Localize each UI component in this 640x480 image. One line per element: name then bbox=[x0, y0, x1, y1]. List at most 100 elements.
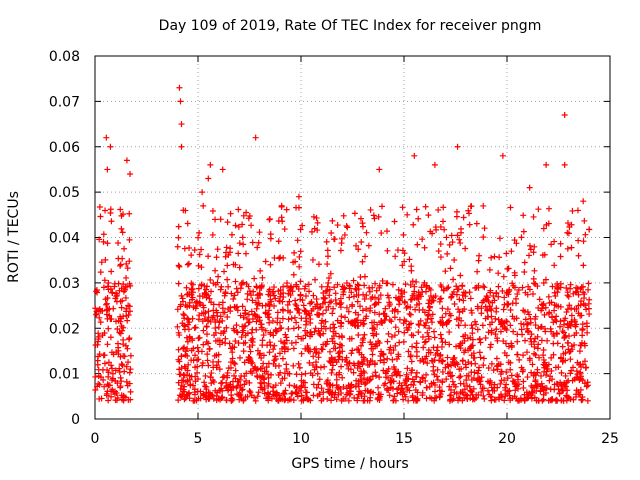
data-point bbox=[581, 358, 588, 365]
data-point bbox=[563, 392, 570, 399]
data-point bbox=[227, 304, 234, 311]
data-point bbox=[240, 397, 247, 404]
data-point bbox=[264, 342, 271, 349]
data-point bbox=[355, 311, 362, 318]
data-point bbox=[429, 319, 436, 326]
data-point bbox=[126, 258, 133, 265]
data-point bbox=[412, 306, 419, 313]
data-point bbox=[95, 330, 102, 337]
data-point bbox=[417, 317, 424, 324]
data-point bbox=[475, 257, 482, 264]
data-point bbox=[580, 262, 587, 269]
data-point bbox=[227, 210, 234, 217]
data-point bbox=[253, 305, 260, 312]
data-point bbox=[194, 363, 201, 370]
data-point bbox=[372, 280, 379, 287]
data-point bbox=[245, 319, 252, 326]
data-point bbox=[384, 338, 391, 345]
data-point bbox=[283, 366, 290, 373]
data-point bbox=[192, 378, 199, 385]
data-point bbox=[303, 318, 310, 325]
data-point bbox=[228, 395, 235, 402]
data-point bbox=[534, 333, 541, 340]
data-point bbox=[296, 386, 303, 393]
data-point bbox=[584, 379, 591, 386]
data-point bbox=[466, 221, 473, 228]
data-point bbox=[457, 380, 464, 387]
data-point bbox=[198, 246, 205, 253]
data-point bbox=[224, 219, 231, 226]
y-tick-labels: 0 0.01 0.02 0.03 0.04 0.05 0.06 0.07 0.08 bbox=[49, 49, 80, 428]
data-point bbox=[329, 310, 336, 317]
data-point bbox=[511, 380, 518, 387]
data-point bbox=[391, 218, 398, 225]
data-point bbox=[305, 347, 312, 354]
data-point bbox=[185, 316, 192, 323]
data-point bbox=[540, 356, 547, 363]
data-point bbox=[338, 363, 345, 370]
data-point bbox=[188, 252, 195, 259]
data-point bbox=[403, 371, 410, 378]
data-point bbox=[367, 394, 374, 401]
data-point bbox=[542, 276, 549, 283]
data-point bbox=[514, 372, 521, 379]
data-point bbox=[231, 372, 238, 379]
data-point bbox=[234, 307, 241, 314]
data-point bbox=[201, 289, 208, 296]
data-point bbox=[259, 337, 266, 344]
data-point bbox=[397, 290, 404, 297]
data-point bbox=[315, 327, 322, 334]
data-point bbox=[252, 312, 259, 319]
data-point bbox=[405, 375, 412, 382]
data-point bbox=[122, 342, 129, 349]
data-point bbox=[239, 303, 246, 310]
data-point bbox=[409, 367, 416, 374]
data-point bbox=[299, 222, 306, 229]
data-point bbox=[327, 348, 334, 355]
data-point bbox=[376, 284, 383, 291]
data-point bbox=[249, 315, 256, 322]
data-point bbox=[350, 277, 357, 284]
data-point bbox=[116, 365, 123, 372]
data-point bbox=[205, 292, 212, 299]
data-point bbox=[532, 322, 539, 329]
data-point bbox=[534, 283, 541, 290]
data-point bbox=[253, 373, 260, 380]
data-point bbox=[535, 325, 542, 332]
data-point bbox=[230, 325, 237, 332]
data-point bbox=[327, 325, 334, 332]
data-point bbox=[361, 282, 368, 289]
data-point bbox=[364, 357, 371, 364]
data-point bbox=[320, 395, 327, 402]
data-point bbox=[446, 317, 453, 324]
data-point bbox=[409, 343, 416, 350]
data-point bbox=[549, 283, 556, 290]
data-point bbox=[423, 395, 430, 402]
data-point bbox=[404, 365, 411, 372]
data-point bbox=[396, 316, 403, 323]
data-point bbox=[260, 332, 267, 339]
data-point bbox=[394, 308, 401, 315]
data-point bbox=[519, 284, 526, 291]
data-point bbox=[98, 374, 105, 381]
data-point bbox=[413, 340, 420, 347]
data-point bbox=[314, 219, 321, 226]
data-point bbox=[375, 295, 382, 302]
data-point bbox=[530, 280, 537, 287]
data-point bbox=[540, 346, 547, 353]
data-point bbox=[526, 184, 533, 191]
data-point bbox=[125, 359, 132, 366]
data-point bbox=[237, 392, 244, 399]
y-tick-label: 0.05 bbox=[49, 185, 80, 201]
data-point bbox=[227, 345, 234, 352]
data-point bbox=[555, 303, 562, 310]
data-point bbox=[503, 326, 510, 333]
data-point bbox=[571, 332, 578, 339]
data-point bbox=[123, 274, 130, 281]
data-point bbox=[351, 394, 358, 401]
data-point bbox=[557, 240, 564, 247]
data-point bbox=[196, 229, 203, 236]
data-point bbox=[527, 335, 534, 342]
data-point bbox=[423, 353, 430, 360]
data-point bbox=[521, 259, 528, 266]
